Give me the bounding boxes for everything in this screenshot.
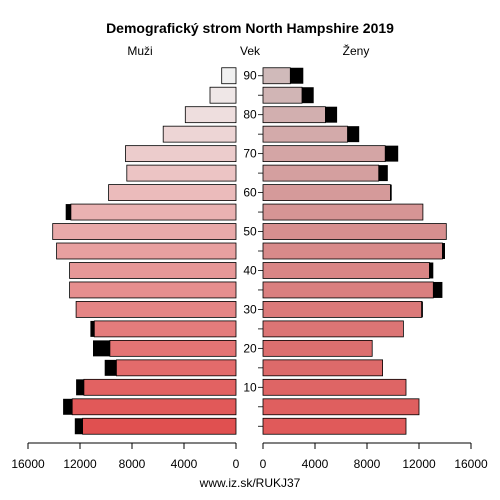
male-bar-10-14 xyxy=(83,378,237,396)
female-bar-70-74 xyxy=(262,145,386,163)
female-x-tick-label: 12000 xyxy=(402,457,436,471)
female-excess-60-64 xyxy=(390,184,392,201)
female-bar-15-19 xyxy=(262,359,383,377)
female-bar-5-9 xyxy=(262,398,420,416)
age-tick-label: 80 xyxy=(243,108,257,122)
age-tick-label: 70 xyxy=(243,147,257,161)
age-tick-label: 10 xyxy=(243,380,257,394)
female-bar-65-69 xyxy=(262,164,380,182)
male-bar-55-59 xyxy=(70,203,237,221)
female-bars xyxy=(262,67,447,435)
male-x-tick-label: 16000 xyxy=(11,457,45,471)
male-bar-90+ xyxy=(221,67,237,85)
female-bar-25-29 xyxy=(262,320,404,338)
female-bar-30-34 xyxy=(262,301,423,318)
female-bar-20-24 xyxy=(262,339,373,357)
male-excess-10-14 xyxy=(76,379,84,396)
age-tick-label: 90 xyxy=(243,69,257,83)
male-bars xyxy=(52,67,237,435)
male-excess-5-9 xyxy=(63,398,73,415)
age-tick-label: 20 xyxy=(243,341,257,355)
male-x-tick-label: 0 xyxy=(233,457,240,471)
age-tick-label: 50 xyxy=(243,225,257,239)
male-bar-5-9 xyxy=(71,398,237,416)
female-excess-80-84 xyxy=(325,106,338,123)
male-excess-0-4 xyxy=(74,418,83,435)
male-excess-25-29 xyxy=(90,320,95,337)
female-bar-35-39 xyxy=(262,281,434,299)
male-x-tick-label: 8000 xyxy=(119,457,146,471)
right-panel-label: Ženy xyxy=(343,43,370,58)
axes: 0 0 4000 4000 8000 8000 12000 12000 16000 16000 10… xyxy=(11,69,488,471)
male-bar-15-19 xyxy=(116,359,237,377)
male-bar-70-74 xyxy=(125,145,237,163)
male-bar-35-39 xyxy=(69,281,237,299)
male-bar-0-4 xyxy=(82,417,237,435)
male-bar-45-49 xyxy=(56,242,237,260)
male-bar-20-24 xyxy=(109,339,237,357)
male-bar-50-54 xyxy=(52,223,237,240)
age-tick-label: 30 xyxy=(243,302,257,316)
female-bar-75-79 xyxy=(262,125,348,143)
age-tick-label: 60 xyxy=(243,186,257,200)
male-bar-80-84 xyxy=(184,106,237,124)
male-bar-30-34 xyxy=(75,301,237,318)
female-excess-70-74 xyxy=(385,145,399,162)
chart-title: Demografický strom North Hampshire 2019 xyxy=(106,20,394,36)
male-bar-65-69 xyxy=(126,164,237,182)
left-panel-label: Muži xyxy=(127,44,152,58)
female-x-tick-label: 4000 xyxy=(302,457,329,471)
male-excess-55-59 xyxy=(65,204,71,221)
female-bar-60-64 xyxy=(262,184,391,201)
female-x-tick-label: 0 xyxy=(260,457,267,471)
male-bar-40-44 xyxy=(69,262,237,279)
male-x-tick-label: 12000 xyxy=(63,457,97,471)
female-excess-90+ xyxy=(290,67,304,84)
female-bar-85-89 xyxy=(262,86,303,104)
female-excess-30-34 xyxy=(421,301,423,318)
footer-source: www.iz.sk/RUKJ37 xyxy=(199,476,301,490)
age-tick-label: 40 xyxy=(243,263,257,277)
female-excess-75-79 xyxy=(347,126,360,143)
female-excess-65-69 xyxy=(378,165,388,182)
female-bar-80-84 xyxy=(262,106,326,124)
male-bar-75-79 xyxy=(162,125,237,143)
female-bar-50-54 xyxy=(262,223,447,240)
female-bar-55-59 xyxy=(262,203,424,221)
female-bar-0-4 xyxy=(262,417,407,435)
female-excess-85-89 xyxy=(302,87,314,104)
female-bar-40-44 xyxy=(262,262,430,279)
female-excess-40-44 xyxy=(429,262,434,279)
male-x-tick-label: 4000 xyxy=(171,457,198,471)
female-bar-10-14 xyxy=(262,378,407,396)
center-axis-label: Vek xyxy=(240,44,261,58)
female-bar-90+ xyxy=(262,67,291,85)
male-excess-20-24 xyxy=(93,340,110,357)
male-bar-25-29 xyxy=(93,320,237,338)
female-excess-35-39 xyxy=(433,281,443,298)
female-x-tick-label: 8000 xyxy=(354,457,381,471)
female-bar-45-49 xyxy=(262,242,443,260)
male-excess-15-19 xyxy=(104,359,117,376)
male-bar-85-89 xyxy=(209,86,237,104)
female-excess-45-49 xyxy=(442,243,445,259)
male-bar-60-64 xyxy=(108,184,237,201)
female-x-tick-label: 16000 xyxy=(454,457,488,471)
